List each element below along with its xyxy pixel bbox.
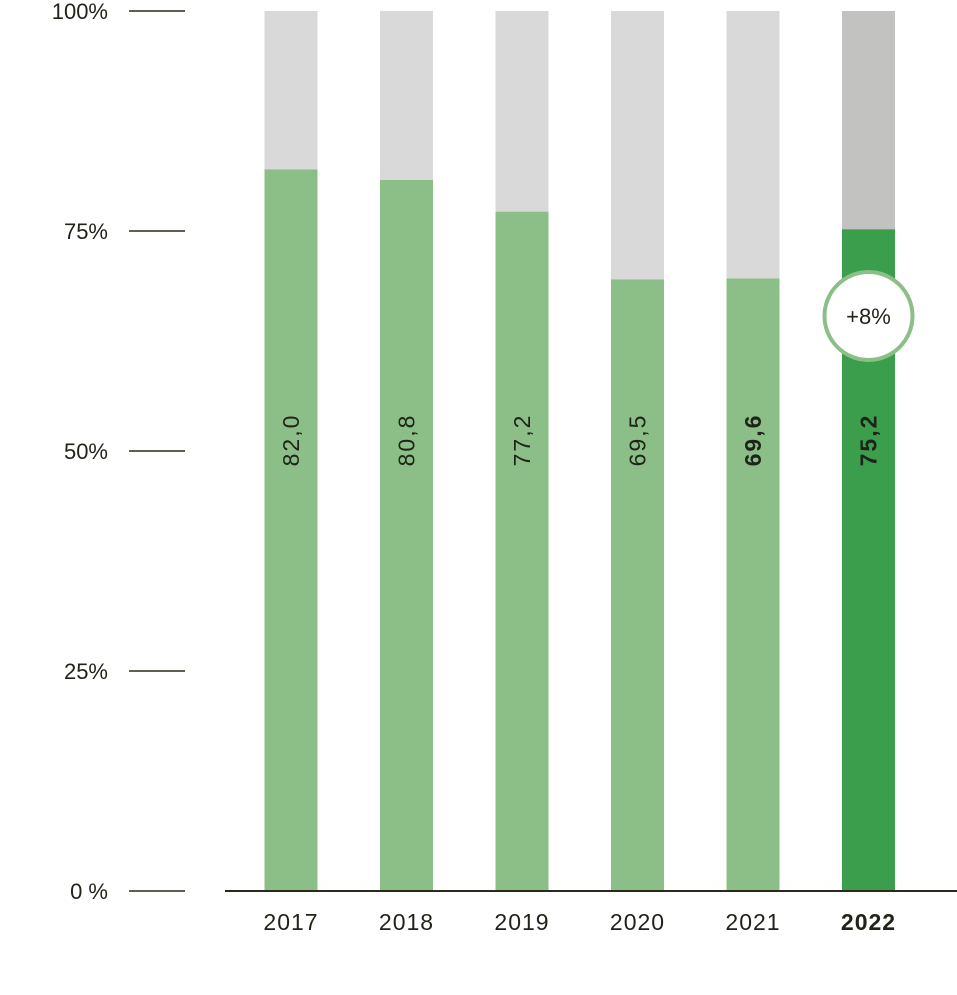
bar-value-label-2017: 82,0 — [278, 414, 304, 467]
annotation: +8% — [822, 270, 915, 362]
bar-2018 — [380, 179, 433, 891]
x-tick-label-2018: 2018 — [379, 909, 434, 935]
change-badge-text: +8% — [846, 304, 891, 329]
bar-value-label-2018: 80,8 — [394, 414, 420, 467]
bar-2017 — [264, 169, 318, 891]
bar-value-label-2019: 77,2 — [509, 414, 535, 467]
bar-2021 — [726, 278, 780, 891]
bar-remainder-2020 — [611, 11, 664, 280]
y-tick-label: 25% — [64, 659, 108, 684]
bar-value-label-2020: 69,5 — [625, 414, 651, 467]
bars: 82,0 2017 80,8 2018 77,2 2019 69,5 2020 69,6 2021… — [263, 11, 896, 935]
bar-remainder-2022 — [842, 11, 895, 230]
y-tick-label: 75% — [64, 219, 108, 244]
bar-remainder-2018 — [380, 11, 433, 180]
x-tick-label-2022: 2022 — [841, 909, 896, 935]
change-badge — [822, 270, 915, 362]
bar-remainder-2017 — [264, 11, 318, 170]
bar-remainder-2019 — [495, 11, 549, 212]
x-tick-label-2021: 2021 — [725, 909, 780, 935]
x-tick-label-2017: 2017 — [263, 909, 318, 935]
y-tick-label: 0 % — [70, 879, 108, 904]
y-tick-label: 100% — [52, 0, 108, 24]
bar-value-label-2021: 69,6 — [740, 414, 766, 467]
y-axis: 0 % 25% 50% 75% 100% — [52, 0, 185, 904]
bar-remainder-2021 — [726, 11, 780, 279]
bar-2019 — [495, 211, 549, 891]
x-tick-label-2020: 2020 — [610, 909, 665, 935]
y-tick-label: 50% — [64, 439, 108, 464]
bar-value-label-2022: 75,2 — [856, 414, 882, 467]
bar-2020 — [611, 279, 664, 891]
x-tick-label-2019: 2019 — [494, 909, 549, 935]
